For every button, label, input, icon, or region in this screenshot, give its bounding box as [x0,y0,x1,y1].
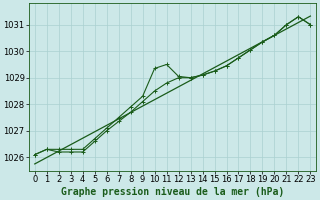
X-axis label: Graphe pression niveau de la mer (hPa): Graphe pression niveau de la mer (hPa) [61,186,284,197]
